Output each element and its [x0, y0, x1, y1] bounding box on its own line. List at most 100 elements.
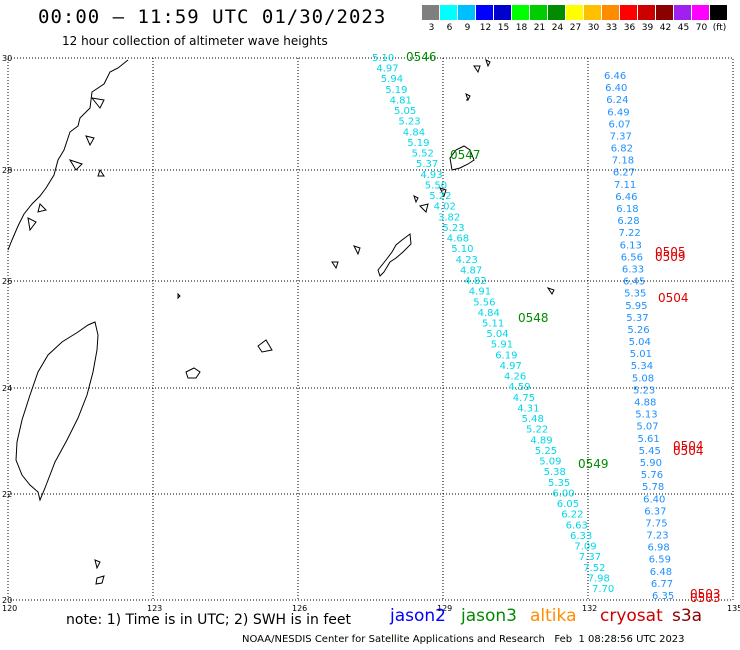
legend-label: 24 [551, 23, 564, 33]
swh-value-track: 7.37 [610, 132, 632, 143]
sat-jason2-label: jason2 [390, 606, 446, 626]
swh-value-jason3: 5.94 [381, 74, 403, 85]
swh-value-jason3: 5.22 [526, 425, 548, 436]
swh-value-track: 5.04 [629, 337, 651, 348]
swh-value-track: 6.49 [607, 107, 629, 118]
swh-value-track: 5.90 [640, 458, 662, 469]
swh-value-jason3: 4.84 [403, 127, 425, 138]
swh-value-track: 6.46 [604, 71, 626, 82]
swh-value-jason3: 7.52 [583, 563, 605, 574]
map-frame [7, 57, 734, 601]
swh-value-jason3: 4.23 [456, 255, 478, 266]
china-islands [27, 97, 105, 232]
swh-value-track: 5.13 [635, 410, 657, 421]
swh-value-track: 5.07 [636, 422, 658, 433]
sat-cryosat-label: cryosat [600, 606, 663, 626]
sat-s3a-label: s3a [672, 606, 703, 626]
okinawa-coastline [377, 233, 412, 277]
swh-value-jason3: 6.05 [557, 499, 579, 510]
swh-value-jason3: 4.02 [434, 202, 456, 213]
pass-time-label-red: 0503 [690, 591, 721, 605]
swh-value-jason3: 5.10 [451, 244, 473, 255]
map-subtitle: 12 hour collection of altimeter wave hei… [62, 34, 328, 48]
swh-value-jason3: 5.19 [385, 85, 407, 96]
swh-value-track: 5.35 [624, 289, 646, 300]
swh-value-jason3: 4.93 [420, 170, 442, 181]
swh-value-track: 6.33 [622, 265, 644, 276]
swh-value-jason3: 6.22 [561, 510, 583, 521]
pass-time-label-green: 0549 [578, 457, 609, 471]
legend-swatch [548, 5, 565, 20]
swh-value-jason3: 4.59 [508, 382, 530, 393]
map-title: 00:00 – 11:59 UTC 01/30/2023 [38, 6, 387, 28]
swh-value-jason3: 5.04 [486, 329, 508, 340]
legend-label: 3 [428, 23, 435, 33]
swh-value-jason3: 5.11 [482, 319, 504, 330]
swh-value-jason3: 5.25 [535, 446, 557, 457]
note-text: note: 1) Time is in UTC; 2) SWH is in fe… [66, 612, 352, 628]
swh-value-track: 6.40 [643, 494, 665, 505]
swh-value-jason3: 4.89 [530, 435, 552, 446]
pass-time-label-red: 0509 [655, 250, 686, 264]
swh-value-jason3: 7.98 [588, 573, 610, 584]
legend-swatch [620, 5, 637, 20]
china-coastline [7, 59, 129, 251]
pass-time-label-red: 0504 [658, 291, 689, 305]
swh-value-jason3: 4.75 [513, 393, 535, 404]
swh-value-jason3: 4.81 [390, 96, 412, 107]
swh-value-jason3: 4.84 [478, 308, 500, 319]
pass-time-label-green: 0548 [518, 311, 549, 325]
swh-value-jason3: 5.09 [539, 457, 561, 468]
swh-value-jason3: 4.68 [447, 234, 469, 245]
credit-text: NOAA/NESDIS Center for Satellite Applica… [242, 634, 685, 645]
legend-label: 36 [623, 23, 636, 33]
legend-swatch [692, 5, 709, 20]
swh-value-track: 6.35 [652, 591, 674, 602]
pass-time-label-red: 0503 [690, 587, 721, 601]
swh-value-track: 6.07 [609, 119, 631, 130]
swh-value-track: 6.18 [616, 204, 638, 215]
swh-value-track: 6.37 [644, 506, 666, 517]
legend-label: 21 [533, 23, 546, 33]
swh-value-jason3: 5.05 [394, 106, 416, 117]
islands-south [94, 339, 273, 585]
swh-value-track: 6.24 [606, 95, 628, 106]
swh-value-jason3: 6.00 [552, 488, 574, 499]
latitude-label: 24 [2, 384, 12, 393]
swh-value-jason3: 4.91 [469, 287, 491, 298]
swh-value-jason3: 5.48 [522, 414, 544, 425]
legend-label: 9 [464, 23, 471, 33]
swh-value-track: 5.23 [633, 385, 655, 396]
swh-value-track: 6.46 [615, 192, 637, 203]
legend-swatch [566, 5, 583, 20]
legend-label: 12 [479, 23, 492, 33]
swh-value-jason3: 5.10 [372, 53, 394, 64]
color-legend: 3 6 9 12 15 18 21 24 27 30 33 36 39 42 45 70 (ft) [422, 5, 730, 37]
swh-value-track: 7.11 [614, 180, 636, 191]
swh-value-jason3: 5.37 [416, 159, 438, 170]
legend-swatch [494, 5, 511, 20]
swh-value-track: 6.98 [648, 543, 670, 554]
swh-value-jason3: 4.31 [517, 404, 539, 415]
swh-value-jason3: 3.82 [438, 212, 460, 223]
swh-value-track: 6.40 [605, 83, 627, 94]
longitude-label: 132 [582, 604, 597, 613]
latitude-label: 28 [2, 166, 12, 175]
swh-value-jason3: 5.35 [548, 478, 570, 489]
swh-value-track: 5.76 [641, 470, 663, 481]
pass-time-label-red: 0505 [655, 245, 686, 259]
swh-value-track: 7.18 [612, 156, 634, 167]
legend-label: 33 [605, 23, 618, 33]
swh-value-track: 5.01 [630, 349, 652, 360]
swh-value-track: 5.61 [638, 434, 660, 445]
legend-label: 45 [677, 23, 690, 33]
legend-swatch [674, 5, 691, 20]
swh-value-jason3: 7.37 [579, 552, 601, 563]
swh-value-track: 5.08 [632, 373, 654, 384]
sat-altika-label: altika [530, 606, 577, 626]
swh-value-track: 7.75 [645, 518, 667, 529]
longitude-label: 123 [147, 604, 162, 613]
legend-swatch [584, 5, 601, 20]
pass-time-label-green: 0547 [450, 148, 481, 162]
